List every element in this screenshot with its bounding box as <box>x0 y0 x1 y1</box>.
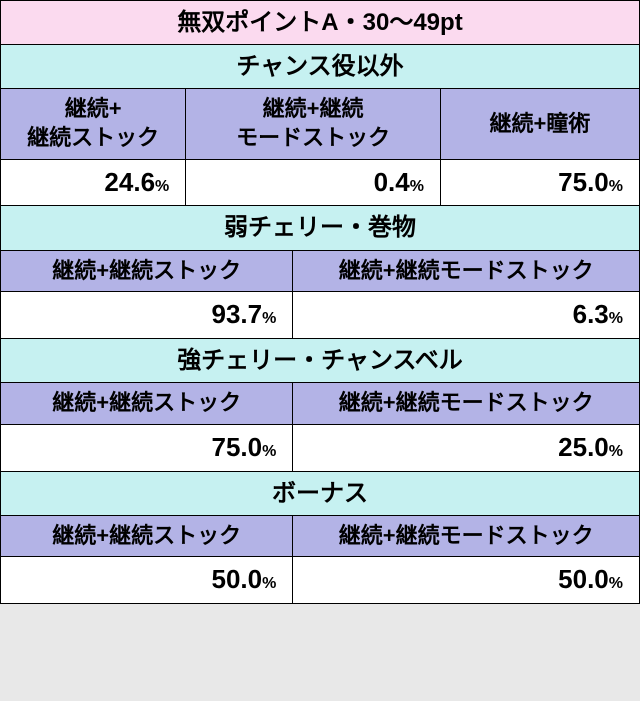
data-row: 50.0% 50.0% <box>1 557 640 604</box>
pct-label: % <box>609 575 623 592</box>
data-row: 75.0% 25.0% <box>1 424 640 471</box>
value: 24.6 <box>104 167 155 197</box>
pct-label: % <box>155 178 169 195</box>
col-header: 継続+継続ストック <box>1 250 293 292</box>
header-row: 継続+継続ストック 継続+継続モードストック 継続+瞳術 <box>1 89 640 159</box>
data-cell: 75.0% <box>440 159 639 206</box>
data-cell: 6.3% <box>293 292 640 339</box>
data-row: 24.6% 0.4% 75.0% <box>1 159 640 206</box>
value: 75.0 <box>211 432 262 462</box>
value: 25.0 <box>558 432 609 462</box>
section-row: ボーナス <box>1 471 640 515</box>
table-title: 無双ポイントA・30～49pt <box>1 1 640 45</box>
pct-label: % <box>262 575 276 592</box>
pct-label: % <box>410 178 424 195</box>
col-header: 継続+継続モードストック <box>293 515 640 557</box>
section-row: 強チェリー・チャンスベル <box>1 338 640 382</box>
data-row: 93.7% 6.3% <box>1 292 640 339</box>
col-header: 継続+継続ストック <box>1 383 293 425</box>
pct-label: % <box>609 443 623 460</box>
musou-point-table: 無双ポイントA・30～49pt チャンス役以外 継続+継続ストック 継続+継続モ… <box>0 0 640 604</box>
col-header: 継続+継続ストック <box>1 515 293 557</box>
section-row: チャンス役以外 <box>1 45 640 89</box>
col-header: 継続+継続モードストック <box>293 250 640 292</box>
value: 75.0 <box>558 167 609 197</box>
data-cell: 24.6% <box>1 159 186 206</box>
data-cell: 50.0% <box>293 557 640 604</box>
value: 50.0 <box>211 564 262 594</box>
data-cell: 50.0% <box>1 557 293 604</box>
col-header: 継続+継続モードストック <box>293 383 640 425</box>
data-cell: 0.4% <box>186 159 441 206</box>
section-name: チャンス役以外 <box>1 45 640 89</box>
section-name: 弱チェリー・巻物 <box>1 206 640 250</box>
col-header: 継続+継続ストック <box>1 89 186 159</box>
section-name: ボーナス <box>1 471 640 515</box>
header-row: 継続+継続ストック 継続+継続モードストック <box>1 250 640 292</box>
data-cell: 75.0% <box>1 424 293 471</box>
value: 6.3 <box>573 299 609 329</box>
section-name: 強チェリー・チャンスベル <box>1 338 640 382</box>
data-cell: 93.7% <box>1 292 293 339</box>
pct-label: % <box>609 310 623 327</box>
header-row: 継続+継続ストック 継続+継続モードストック <box>1 515 640 557</box>
value: 93.7 <box>211 299 262 329</box>
col-header: 継続+継続モードストック <box>186 89 441 159</box>
data-cell: 25.0% <box>293 424 640 471</box>
section-row: 弱チェリー・巻物 <box>1 206 640 250</box>
value: 50.0 <box>558 564 609 594</box>
col-header: 継続+瞳術 <box>440 89 639 159</box>
pct-label: % <box>262 310 276 327</box>
value: 0.4 <box>374 167 410 197</box>
pct-label: % <box>262 443 276 460</box>
pct-label: % <box>609 178 623 195</box>
header-row: 継続+継続ストック 継続+継続モードストック <box>1 383 640 425</box>
title-row: 無双ポイントA・30～49pt <box>1 1 640 45</box>
